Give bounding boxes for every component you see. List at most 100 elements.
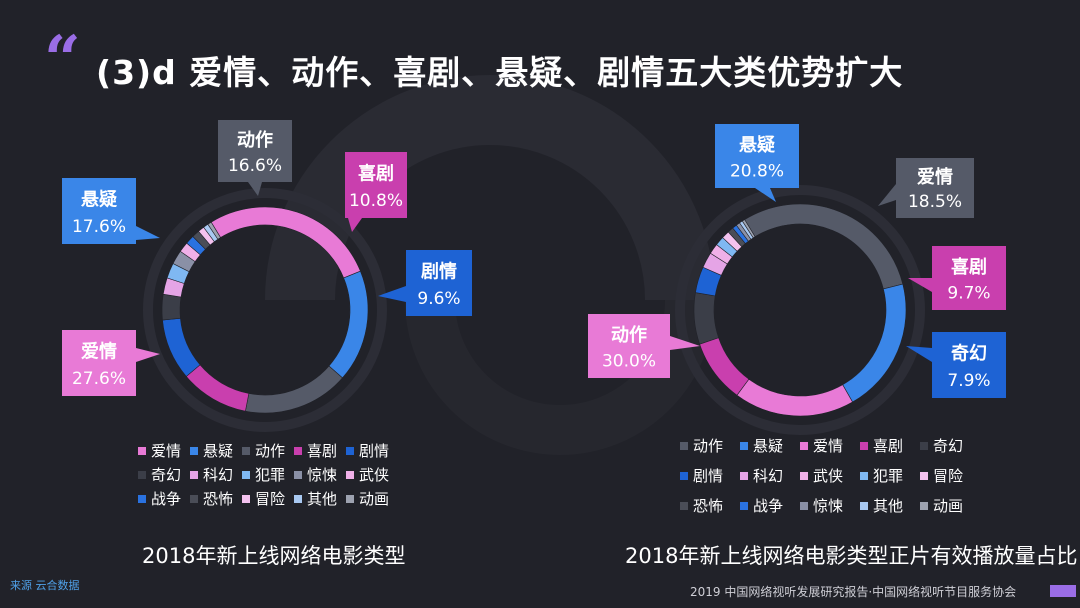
page-title: (3)d 爱情、动作、喜剧、悬疑、剧情五大类优势扩大 [96,53,904,92]
callout-value: 7.9% [947,371,990,391]
legend-label: 悬疑 [753,437,784,455]
callout-category: 悬疑 [738,135,775,156]
callout-pointer [670,336,700,350]
legend-swatch [860,471,868,480]
legend-item-冒险: 冒险 [920,465,963,486]
legend-item-剧情: 剧情 [346,440,389,461]
legend-label: 犯罪 [873,467,904,485]
callout-奇幻: 奇幻 7.9% [906,332,1006,398]
legend-item-冒险: 冒险 [242,488,285,509]
callout-value: 17.6% [72,217,126,237]
callout-box [932,246,1006,310]
legend-item-惊悚: 惊悚 [294,464,337,485]
legend-item-战争: 战争 [138,488,181,509]
legend-item-爱情: 爱情 [800,435,843,456]
legend-label: 冒险 [255,490,286,508]
legend-label: 战争 [753,497,784,515]
legend-swatch [680,471,688,480]
legend-label: 科幻 [753,467,784,485]
callout-pointer [878,184,896,206]
callout-value: 10.8% [349,191,403,211]
legend-label: 恐怖 [203,490,234,508]
legend-swatch [680,501,688,510]
legend-swatch [800,441,808,450]
legend-item-犯罪: 犯罪 [242,464,285,485]
legend-swatch [242,446,250,455]
callout-动作: 动作 16.6% [218,120,292,196]
legend-swatch [190,494,198,503]
donut-segment-动画 [207,221,221,240]
callout-爱情: 爱情 27.6% [62,330,160,396]
legend-label: 武侠 [813,467,844,485]
legend-swatch [190,470,198,479]
callout-category: 爱情 [81,342,117,363]
callout-box [62,178,136,244]
legend-swatch [740,441,748,450]
callout-悬疑: 悬疑 20.8% [715,124,799,202]
donut-segment-奇幻 [693,292,719,345]
legend-swatch [800,471,808,480]
callout-category: 喜剧 [358,164,394,185]
legend-item-动画: 动画 [920,495,963,516]
legend-swatch [860,501,868,510]
callout-爱情: 爱情 18.5% [878,158,974,218]
legend-label: 喜剧 [307,442,338,460]
legend-item-悬疑: 悬疑 [190,440,233,461]
callout-box [406,250,472,316]
legend-swatch [740,471,748,480]
legend-item-悬疑: 悬疑 [740,435,783,456]
donut-chart-play-share: 悬疑 20.8% 爱情 18.5% 喜剧 9.7% 动作 30.0% 奇幻 7.9% [588,124,1006,435]
legend-swatch [920,441,928,450]
legend-swatch [138,494,146,503]
legend-swatch [346,446,354,455]
legend-swatch [190,446,198,455]
legend-item-动作: 动作 [242,440,285,461]
legend-label: 战争 [151,490,182,508]
footer-accent-bar [1050,585,1076,597]
callout-category: 爱情 [917,167,953,188]
donut-outer-ring [675,185,925,435]
footer-credit: 2019 中国网络视听发展研究报告·中国网络视听节目服务协会 [690,585,1017,599]
callout-pointer [136,226,160,240]
legend-item-战争: 战争 [740,495,783,516]
legend-label: 悬疑 [203,442,234,460]
legend-swatch [294,494,302,503]
callout-pointer [248,182,262,196]
donut-segment-悬疑 [328,270,369,379]
legend-label: 其他 [307,490,338,508]
legend-item-喜剧: 喜剧 [294,440,337,461]
donut-segment-爱情 [736,378,853,417]
legend-swatch [680,441,688,450]
legend-swatch [346,494,354,503]
callout-pointer [755,188,776,202]
callout-pointer [136,348,160,362]
legend-label: 动画 [359,490,390,508]
legend-item-奇幻: 奇幻 [920,435,963,456]
quote-mark: “ [44,22,81,97]
legend-swatch [920,501,928,510]
callout-动作: 动作 30.0% [588,314,700,378]
callout-value: 18.5% [908,192,962,212]
legend-label: 惊悚 [813,497,844,515]
callout-category: 动作 [237,129,273,151]
legend-swatch [860,441,868,450]
legend-label: 剧情 [359,442,390,460]
legend-label: 动画 [933,497,964,515]
donut-chart-new-films: 动作 16.6% 喜剧 10.8% 悬疑 17.6% 剧情 9.6% 爱情 27.6% [62,120,472,432]
legend-label: 奇幻 [933,437,964,455]
legend-swatch [138,446,146,455]
legend-swatch [294,470,302,479]
callout-value: 9.7% [947,283,990,303]
legend-label: 喜剧 [873,437,904,455]
legend-item-爱情: 爱情 [138,440,181,461]
callout-pointer [906,346,932,362]
source-note: 来源 云合数据 [10,579,80,592]
callout-category: 奇幻 [951,343,987,365]
legend-label: 其他 [873,497,904,515]
callout-value: 9.6% [417,289,460,309]
callout-box [588,314,670,378]
callout-pointer [348,218,362,232]
background-arc [405,299,715,455]
legend-label: 剧情 [693,467,724,485]
